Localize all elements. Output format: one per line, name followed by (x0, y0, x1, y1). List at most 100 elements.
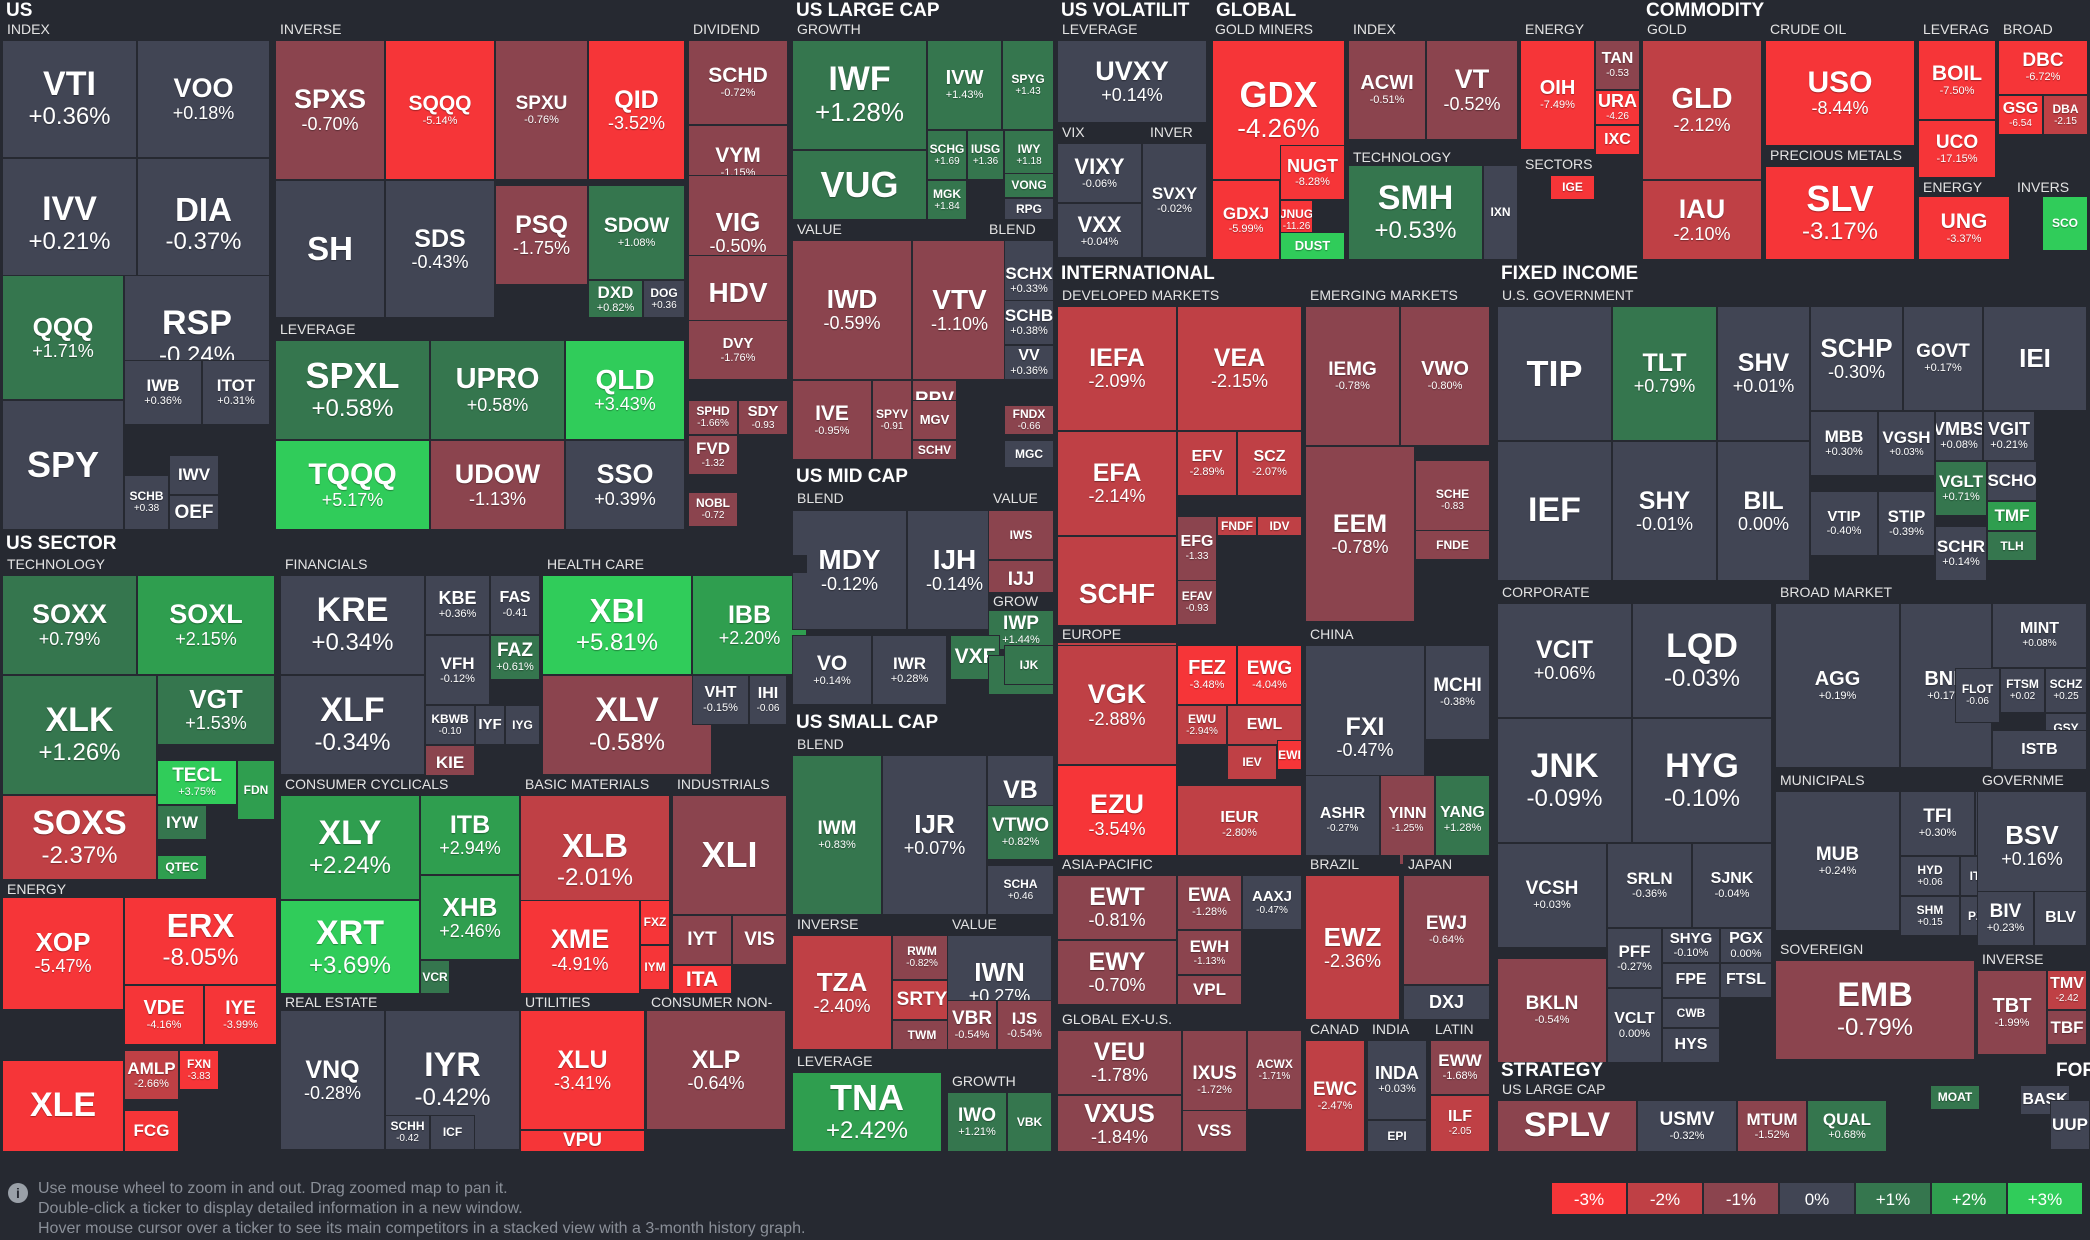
tile-agg-249[interactable]: AGG +0.19% (1775, 603, 1900, 768)
tile-inda-209[interactable]: INDA +0.03% (1367, 1040, 1427, 1120)
tile-vnq-133[interactable]: VNQ -0.28% (280, 1010, 385, 1150)
tile-epi-210[interactable]: EPI (1367, 1120, 1427, 1152)
tile-ftsl-244[interactable]: FTSL (1720, 963, 1772, 998)
tile-pgx-242[interactable]: PGX 0.00% (1720, 928, 1772, 963)
tile-boil-81[interactable]: BOIL -7.50% (1918, 40, 1996, 120)
tile-iefa-165[interactable]: IEFA -2.09% (1057, 306, 1177, 431)
tile-smh-70[interactable]: SMH +0.53% (1348, 165, 1483, 260)
tile-flot-253[interactable]: FLOT -0.06 (1955, 668, 2000, 723)
tile-vht-118[interactable]: VHT -0.15% (692, 675, 749, 725)
tile-vtwo-153[interactable]: VTWO +0.82% (987, 805, 1054, 860)
tile-ijh-141[interactable]: IJH -0.14% (907, 510, 1002, 630)
tile-mbb-219[interactable]: MBB +0.30% (1810, 411, 1878, 476)
tile-schr-231[interactable]: SCHR +0.14% (1935, 526, 1987, 581)
tile-ewy-197[interactable]: EWY -0.70% (1057, 940, 1177, 1005)
tile-aaxj-196[interactable]: AAXJ -0.47% (1242, 875, 1302, 930)
tile-scha-154[interactable]: SCHA +0.46 (987, 865, 1054, 915)
tile-faz-109[interactable]: FAZ +0.61% (490, 635, 540, 680)
tile-fas-107[interactable]: FAS -0.41 (490, 575, 540, 635)
tile-mub-258[interactable]: MUB +0.24% (1775, 791, 1900, 931)
tile-tecl-92[interactable]: TECL +3.75% (157, 760, 237, 805)
tile-eem-177[interactable]: EEM -0.78% (1305, 446, 1415, 622)
tile-vv-56[interactable]: VV +0.36% (1004, 345, 1054, 380)
tile-shy-224[interactable]: SHY -0.01% (1612, 441, 1717, 581)
tile-tbt-269[interactable]: TBT -1.99% (1977, 970, 2047, 1055)
tile-vcsh-237[interactable]: VCSH +0.03% (1497, 843, 1607, 948)
tile-iye-101[interactable]: IYE -3.99% (204, 985, 277, 1045)
tile-ijr-151[interactable]: IJR +0.07% (882, 755, 987, 915)
tile-tlt-214[interactable]: TLT +0.79% (1612, 306, 1717, 441)
tile-rpg-46[interactable]: RPG (1004, 198, 1054, 220)
tile-sco-87[interactable]: SCO (2042, 196, 2088, 251)
tile-schd-22[interactable]: SCHD -0.72% (688, 40, 788, 125)
tile-itb-121[interactable]: ITB +2.94% (420, 795, 520, 875)
tile-fnde-179[interactable]: FNDE (1415, 530, 1490, 560)
tile-ivv-2[interactable]: IVV +0.21% (2, 158, 137, 290)
tile-dvy-26[interactable]: DVY -1.76% (688, 320, 788, 380)
tile-moat-276[interactable]: MOAT (1930, 1085, 1980, 1110)
tile-acwx-206[interactable]: ACWX -1.71% (1247, 1030, 1302, 1110)
tile-dog-21[interactable]: DOG +0.36 (643, 280, 685, 318)
tile-vcit-233[interactable]: VCIT +0.06% (1497, 603, 1632, 718)
tile-qid-15[interactable]: QID -3.52% (588, 40, 685, 180)
tile-tqqq-34[interactable]: TQQQ +5.17% (275, 440, 430, 530)
tile-ewz-200[interactable]: EWZ -2.36% (1305, 875, 1400, 1020)
tile-pff-240[interactable]: PFF -0.27% (1607, 928, 1662, 988)
tile-biv-266[interactable]: BIV +0.23% (1977, 891, 2034, 946)
tile-ura-74[interactable]: URA -4.26 (1595, 90, 1640, 125)
tile-oef-11[interactable]: OEF (169, 495, 219, 530)
tile-bsv-265[interactable]: BSV +0.16% (1977, 791, 2087, 901)
tile-ihi-119[interactable]: IHI -0.06 (749, 675, 787, 725)
tile-ijk-149[interactable]: IJK (1004, 645, 1054, 685)
tile-twm-158[interactable]: TWM (892, 1020, 952, 1050)
tile-efv-168[interactable]: EFV -2.89% (1177, 431, 1237, 496)
tile-vxx-61[interactable]: VXX +0.04% (1057, 203, 1142, 258)
tile-ewh-198[interactable]: EWH -1.13% (1177, 930, 1242, 975)
tile-fndf-171[interactable]: FNDF (1217, 516, 1257, 536)
tile-xbi-115[interactable]: XBI +5.81% (542, 575, 692, 675)
tile-qld-33[interactable]: QLD +3.43% (565, 340, 685, 440)
tile-ewj-201[interactable]: EWJ -0.64% (1403, 875, 1490, 985)
tile-soxl-89[interactable]: SOXL +2.15% (137, 575, 275, 675)
tile-iev-186[interactable]: IEV (1227, 745, 1277, 780)
tile-vglt-226[interactable]: VGLT +0.71% (1935, 461, 1987, 516)
tile-sdow-19[interactable]: SDOW +1.08% (588, 185, 685, 280)
tile-fpe-243[interactable]: FPE (1662, 963, 1720, 998)
tile-fndx-57[interactable]: FNDX -0.66 (1004, 405, 1054, 435)
tile-ixn-71[interactable]: IXN (1483, 165, 1518, 260)
tile-icf-136[interactable]: ICF (430, 1115, 475, 1150)
tile-eww-211[interactable]: EWW -1.68% (1430, 1040, 1490, 1095)
tile-jnk-235[interactable]: JNK -0.09% (1497, 718, 1632, 843)
tile-emb-268[interactable]: EMB -0.79% (1775, 960, 1975, 1060)
tile-soxs-96[interactable]: SOXS -2.37% (2, 795, 157, 880)
tile-spyg-39[interactable]: SPYG +1.43 (1002, 40, 1054, 130)
tile-scz-169[interactable]: SCZ -2.07% (1237, 431, 1302, 496)
tile-hyd-261[interactable]: HYD +0.06 (1900, 856, 1960, 896)
tile-idv-172[interactable]: IDV (1257, 516, 1302, 536)
tile-shm-263[interactable]: SHM +0.15 (1900, 896, 1960, 936)
tile-ijs-162[interactable]: IJS -0.54% (997, 1000, 1052, 1050)
tile-sso-36[interactable]: SSO +0.39% (565, 440, 685, 530)
tile-mchi-190[interactable]: MCHI -0.38% (1425, 645, 1490, 740)
tile-dia-3[interactable]: DIA -0.37% (137, 158, 270, 290)
tile-spxs-12[interactable]: SPXS -0.70% (275, 40, 385, 180)
tile-xme-126[interactable]: XME -4.91% (520, 900, 640, 1000)
tile-tlh-232[interactable]: TLH (1987, 531, 2037, 561)
tile-schh-135[interactable]: SCHH -0.42 (385, 1115, 430, 1150)
tile-ivw-38[interactable]: IVW +1.43% (927, 40, 1002, 130)
tile-fxz-127[interactable]: FXZ (640, 900, 670, 945)
tile-xlk-90[interactable]: XLK +1.26% (2, 675, 157, 795)
tile-veu-203[interactable]: VEU -1.78% (1057, 1030, 1182, 1095)
tile-uso-79[interactable]: USO -8.44% (1765, 40, 1915, 146)
tile-udow-35[interactable]: UDOW -1.13% (430, 440, 565, 530)
tile-ftsm-254[interactable]: FTSM +0.02 (2000, 668, 2045, 713)
tile-sh-16[interactable]: SH (275, 180, 385, 318)
tile-lqd-234[interactable]: LQD -0.03% (1632, 603, 1772, 718)
tile-vclt-246[interactable]: VCLT 0.00% (1607, 988, 1662, 1063)
tile-mint-252[interactable]: MINT +0.08% (1992, 603, 2087, 668)
tile-ita-132[interactable]: ITA (672, 965, 732, 995)
tile-ieur-188[interactable]: IEUR -2.80% (1177, 785, 1302, 865)
tile-nobl-30[interactable]: NOBL -0.72 (688, 492, 738, 527)
tile-ezu-187[interactable]: EZU -3.54% (1057, 765, 1177, 865)
tile-schv-53[interactable]: SCHV (912, 440, 957, 460)
